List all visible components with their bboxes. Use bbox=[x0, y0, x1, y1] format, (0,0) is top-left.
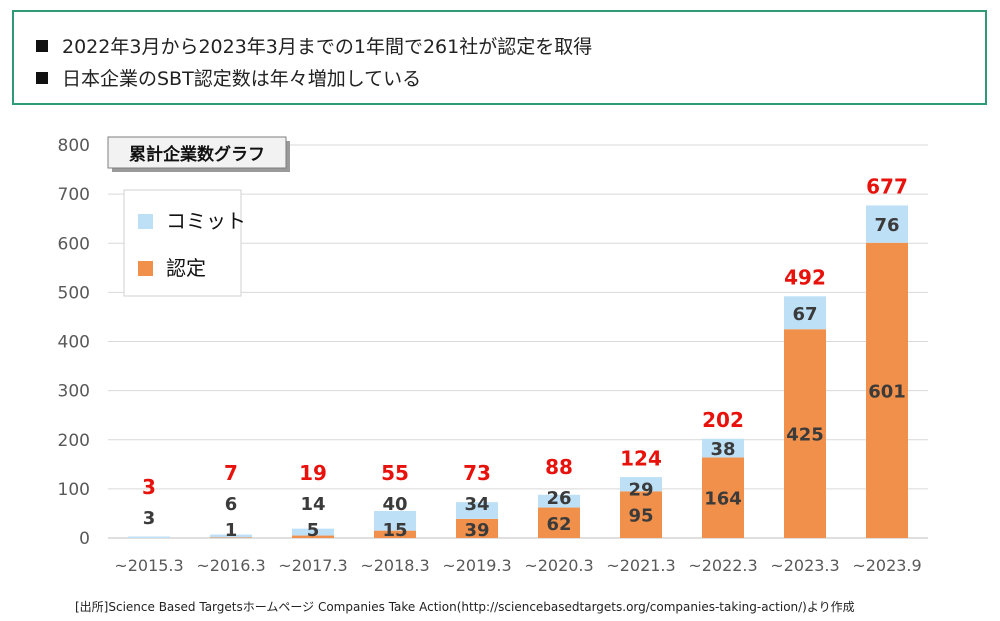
x-tick-label: ~2019.3 bbox=[442, 556, 511, 575]
data-label-total: 19 bbox=[299, 461, 327, 485]
bar-segment-nintei bbox=[620, 491, 662, 538]
y-tick-label: 0 bbox=[79, 529, 90, 549]
y-tick-label: 600 bbox=[58, 234, 90, 254]
bar-segment-nintei bbox=[702, 457, 744, 538]
data-label-total: 88 bbox=[545, 455, 573, 479]
legend-label: 認定 bbox=[166, 256, 206, 280]
summary-text-1: 2022年3月から2023年3月までの1年間で261社が認定を取得 bbox=[62, 36, 593, 58]
data-label-total: 55 bbox=[381, 461, 409, 485]
data-label-total: 492 bbox=[784, 265, 826, 289]
data-label-nintei: 425 bbox=[786, 425, 824, 446]
bar-segment-nintei bbox=[538, 507, 580, 538]
source-note: [出所]Science Based Targetsホームページ Companie… bbox=[75, 600, 855, 614]
x-tick-label: ~2023.3 bbox=[770, 556, 839, 575]
data-label-nintei: 39 bbox=[464, 520, 489, 541]
bar-segment-commit bbox=[210, 534, 252, 538]
legend-label: コミット bbox=[166, 209, 246, 233]
y-tick-label: 700 bbox=[58, 185, 90, 205]
data-label-total: 7 bbox=[224, 461, 238, 485]
y-tick-label: 200 bbox=[58, 431, 90, 451]
data-label-commit: 40 bbox=[382, 494, 407, 515]
x-tick-label: ~2017.3 bbox=[278, 556, 347, 575]
x-tick-label: ~2022.3 bbox=[688, 556, 757, 575]
summary-box: 2022年3月から2023年3月までの1年間で261社が認定を取得 日本企業のS… bbox=[12, 10, 987, 105]
summary-bullet-1: 2022年3月から2023年3月までの1年間で261社が認定を取得 bbox=[36, 32, 592, 59]
bar-segment-nintei bbox=[292, 535, 334, 538]
legend-swatch bbox=[138, 214, 153, 229]
bar-segment-nintei bbox=[784, 329, 826, 538]
x-tick-label: ~2020.3 bbox=[524, 556, 593, 575]
data-label-commit: 3 bbox=[143, 508, 156, 529]
y-tick-label: 100 bbox=[58, 480, 90, 500]
y-tick-label: 400 bbox=[58, 333, 90, 353]
bullet-square-icon bbox=[36, 71, 48, 84]
data-label-commit: 38 bbox=[710, 439, 735, 460]
data-label-nintei: 601 bbox=[868, 381, 906, 402]
bar-segment-commit bbox=[702, 438, 744, 458]
data-label-total: 124 bbox=[620, 447, 662, 471]
bar-segment-commit bbox=[374, 510, 416, 531]
y-tick-label: 800 bbox=[58, 136, 90, 156]
x-tick-label: ~2015.3 bbox=[114, 556, 183, 575]
bar-segment-commit bbox=[292, 528, 334, 536]
data-label-nintei: 1 bbox=[225, 520, 238, 541]
data-label-nintei: 5 bbox=[307, 520, 320, 541]
x-tick-label: ~2018.3 bbox=[360, 556, 429, 575]
bullet-square-icon bbox=[36, 39, 48, 52]
x-tick-label: ~2016.3 bbox=[196, 556, 265, 575]
bar-segment-nintei bbox=[456, 518, 498, 538]
data-label-commit: 26 bbox=[546, 488, 571, 509]
data-label-nintei: 164 bbox=[704, 489, 742, 510]
summary-text-2: 日本企業のSBT認定数は年々増加している bbox=[62, 68, 422, 90]
bar-segment-commit bbox=[456, 502, 498, 519]
y-tick-label: 300 bbox=[58, 382, 90, 402]
chart-title: 累計企業数グラフ bbox=[129, 144, 265, 165]
bar-segment-commit bbox=[784, 296, 826, 330]
data-label-total: 202 bbox=[702, 408, 744, 432]
chart-title-box bbox=[107, 136, 287, 169]
x-tick-label: ~2021.3 bbox=[606, 556, 675, 575]
data-label-commit: 76 bbox=[874, 215, 899, 236]
data-label-nintei: 62 bbox=[546, 514, 571, 535]
summary-bullet-2: 日本企業のSBT認定数は年々増加している bbox=[36, 64, 421, 91]
legend-swatch bbox=[138, 261, 153, 276]
data-label-total: 3 bbox=[142, 475, 156, 499]
y-tick-label: 500 bbox=[58, 283, 90, 303]
data-label-commit: 34 bbox=[464, 494, 489, 515]
data-label-total: 73 bbox=[463, 461, 491, 485]
legend-box bbox=[123, 189, 242, 297]
bar-segment-commit bbox=[620, 477, 662, 492]
data-label-commit: 6 bbox=[225, 494, 238, 515]
data-label-total: 677 bbox=[866, 174, 908, 198]
bar-segment-commit bbox=[538, 494, 580, 508]
x-tick-label: ~2023.9 bbox=[852, 556, 921, 575]
bar-segment-nintei bbox=[866, 242, 908, 538]
bar-segment-commit bbox=[128, 536, 170, 539]
data-label-commit: 29 bbox=[628, 480, 653, 501]
stacked-bar-chart: 0 100 200 300 400 500 600 700 800 3 3 ~2015.3 6 1 7 ~20… bbox=[58, 136, 928, 575]
data-label-commit: 14 bbox=[300, 494, 325, 515]
data-label-commit: 67 bbox=[792, 304, 817, 325]
data-label-nintei: 15 bbox=[382, 520, 407, 541]
bar-segment-nintei bbox=[374, 530, 416, 538]
bar-segment-commit bbox=[866, 205, 908, 243]
data-label-nintei: 95 bbox=[628, 506, 653, 527]
